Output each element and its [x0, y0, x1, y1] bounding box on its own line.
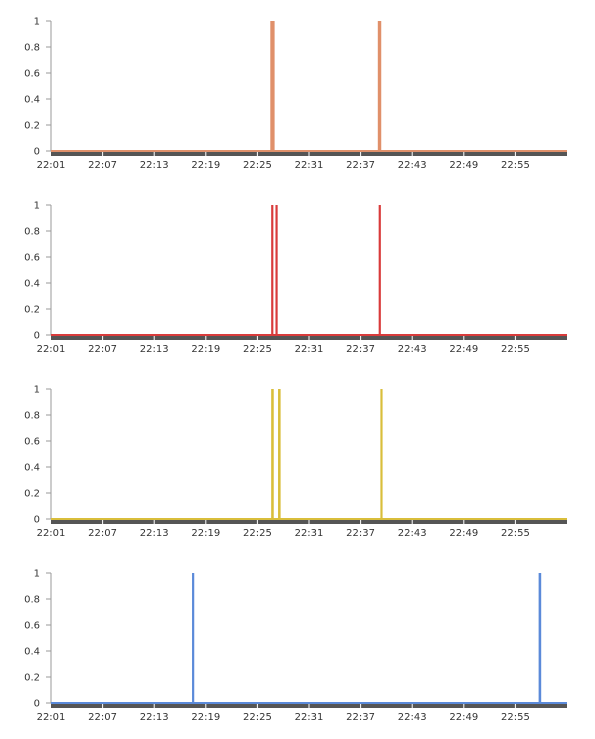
- x-tick-label: 22:55: [501, 712, 530, 723]
- x-tick-label: 22:49: [449, 160, 478, 171]
- x-tick-label: 22:37: [346, 712, 375, 723]
- x-tick-label: 22:55: [501, 528, 530, 539]
- y-tick-label: 0: [34, 147, 40, 158]
- x-tick-label: 22:13: [140, 712, 169, 723]
- y-tick-label: 1: [34, 385, 40, 396]
- y-tick-label: 0.6: [24, 437, 40, 448]
- x-tick-label: 22:25: [243, 344, 272, 355]
- y-tick-label: 0.2: [24, 489, 40, 500]
- x-tick-label: 22:25: [243, 528, 272, 539]
- y-tick-label: 0.2: [24, 121, 40, 132]
- series-pulse: [271, 389, 274, 519]
- y-tick-label: 0.2: [24, 305, 40, 316]
- y-tick-label: 0.6: [24, 621, 40, 632]
- x-tick-label: 22:07: [88, 160, 117, 171]
- y-tick-label: 0: [34, 515, 40, 526]
- series-pulse: [192, 573, 195, 703]
- x-tick-label: 22:37: [346, 160, 375, 171]
- x-tick-label: 22:07: [88, 528, 117, 539]
- y-tick-label: 0.6: [24, 253, 40, 264]
- x-tick-label: 22:49: [449, 344, 478, 355]
- x-tick-label: 22:37: [346, 528, 375, 539]
- series-pulse: [378, 205, 381, 335]
- chart-panel-4: 0 0.2 0.4 0.6 0.8 1 22:01 22:07 22:13 22:19 22:25 2…: [24, 569, 567, 723]
- x-tick-label: 22:13: [140, 160, 169, 171]
- x-tick-label: 22:49: [449, 712, 478, 723]
- x-tick-label: 22:31: [295, 344, 324, 355]
- y-tick-label: 1: [34, 17, 40, 28]
- x-tick-label: 22:01: [37, 712, 66, 723]
- series-pulse: [270, 21, 275, 151]
- x-tick-label: 22:01: [37, 160, 66, 171]
- y-tick-label: 0: [34, 331, 40, 342]
- x-tick-label: 22:25: [243, 712, 272, 723]
- x-tick-label: 22:37: [346, 344, 375, 355]
- series-pulse: [538, 573, 542, 703]
- series-pulse: [275, 205, 278, 335]
- chart-panel-1: 0 0.2 0.4 0.6 0.8 1 22:01 22:07 22:13 22:19 22:25 2…: [24, 17, 567, 171]
- chart-panel-2: 0 0.2 0.4 0.6 0.8 1 22:01 22:07 22:13 22:19 22:25 2…: [24, 201, 567, 355]
- y-tick-label: 0.8: [24, 227, 40, 238]
- y-tick-label: 0: [34, 699, 40, 710]
- x-tick-label: 22:43: [398, 528, 427, 539]
- series-pulse: [377, 21, 382, 151]
- x-tick-label: 22:19: [191, 528, 220, 539]
- x-tick-label: 22:13: [140, 528, 169, 539]
- x-tick-label: 22:55: [501, 160, 530, 171]
- x-tick-label: 22:43: [398, 344, 427, 355]
- x-tick-label: 22:01: [37, 528, 66, 539]
- x-tick-label: 22:07: [88, 712, 117, 723]
- x-tick-label: 22:49: [449, 528, 478, 539]
- x-tick-label: 22:19: [191, 160, 220, 171]
- y-tick-label: 0.4: [24, 95, 40, 106]
- y-tick-label: 0.4: [24, 463, 40, 474]
- y-tick-label: 1: [34, 569, 40, 580]
- series-pulse: [271, 205, 274, 335]
- x-tick-label: 22:01: [37, 344, 66, 355]
- y-tick-label: 0.4: [24, 647, 40, 658]
- y-tick-label: 0.8: [24, 595, 40, 606]
- x-tick-label: 22:31: [295, 160, 324, 171]
- y-tick-label: 0.8: [24, 411, 40, 422]
- series-pulse: [380, 389, 383, 519]
- x-tick-label: 22:19: [191, 344, 220, 355]
- x-tick-label: 22:25: [243, 160, 272, 171]
- y-tick-label: 0.2: [24, 673, 40, 684]
- x-tick-label: 22:43: [398, 712, 427, 723]
- y-tick-label: 0.6: [24, 69, 40, 80]
- x-tick-label: 22:31: [295, 712, 324, 723]
- y-tick-label: 0.8: [24, 43, 40, 54]
- x-tick-label: 22:13: [140, 344, 169, 355]
- y-tick-label: 0.4: [24, 279, 40, 290]
- chart-panel-3: 0 0.2 0.4 0.6 0.8 1 22:01 22:07 22:13 22:19 22:25 2…: [24, 385, 567, 539]
- x-tick-label: 22:07: [88, 344, 117, 355]
- x-tick-label: 22:43: [398, 160, 427, 171]
- y-tick-label: 1: [34, 201, 40, 212]
- x-tick-label: 22:55: [501, 344, 530, 355]
- x-tick-label: 22:31: [295, 528, 324, 539]
- x-tick-label: 22:19: [191, 712, 220, 723]
- series-pulse: [278, 389, 281, 519]
